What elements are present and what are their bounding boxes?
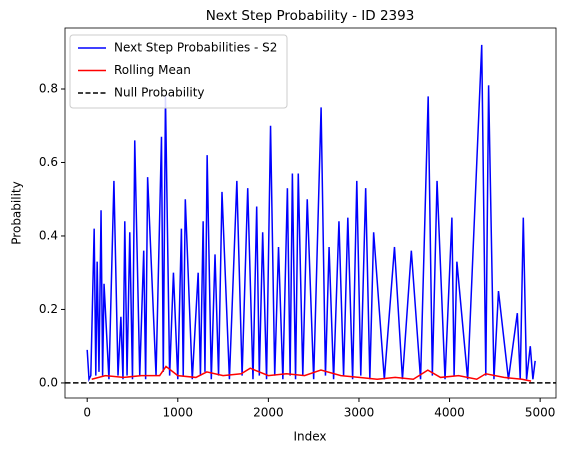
legend-label: Rolling Mean — [114, 63, 191, 77]
y-tick-label: 0.2 — [39, 302, 58, 316]
y-tick-label: 0.4 — [39, 228, 58, 242]
x-tick-label: 0 — [83, 406, 91, 420]
legend-label: Null Probability — [114, 86, 205, 100]
y-axis-label: Probability — [10, 181, 24, 244]
series-line — [91, 365, 532, 382]
x-tick-label: 4000 — [434, 406, 465, 420]
chart-title: Next Step Probability - ID 2393 — [206, 8, 415, 24]
x-axis-label: Index — [293, 430, 326, 444]
y-tick-label: 0.6 — [39, 155, 58, 169]
x-tick-label: 3000 — [344, 406, 375, 420]
series-line — [86, 44, 536, 383]
y-tick-label: 0.0 — [39, 375, 58, 389]
legend-box — [69, 34, 288, 109]
y-tick-label: 0.8 — [39, 81, 58, 95]
plot-frame — [64, 27, 557, 399]
x-tick-label: 2000 — [253, 406, 284, 420]
x-tick-label: 5000 — [525, 406, 556, 420]
x-tick-label: 1000 — [163, 406, 194, 420]
legend-label: Next Step Probabilities - S2 — [114, 41, 277, 55]
